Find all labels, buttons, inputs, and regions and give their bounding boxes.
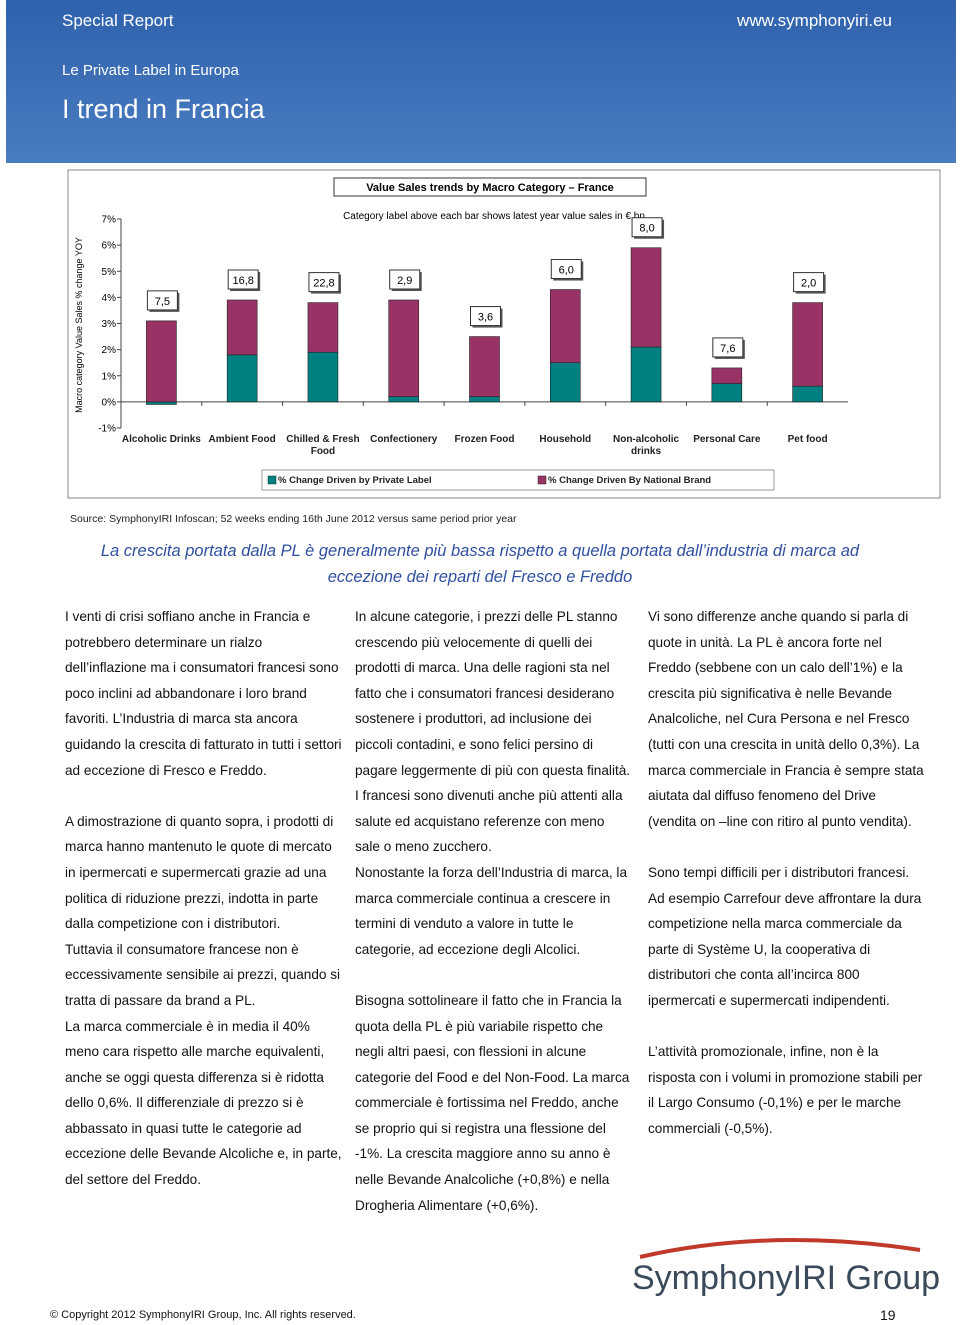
header xyxy=(6,0,956,163)
text-column: Vi sono differenze anche quando si parla… xyxy=(648,604,926,1167)
bar-label: 7,5 xyxy=(155,296,170,308)
bar-label-box xyxy=(712,337,744,358)
x-tick-label: Household xyxy=(539,434,592,445)
y-tick-label: 1% xyxy=(102,371,117,382)
text-block: Bisogna sottolineare il fatto che in Fra… xyxy=(355,988,633,1218)
x-tick-label: Personal Care xyxy=(693,434,761,445)
paragraph: Tuttavia il consumatore francese non è e… xyxy=(65,941,341,1008)
bar-segment xyxy=(549,362,581,403)
x-tick-label: Alcoholic Drinks xyxy=(121,434,201,445)
bar-segment xyxy=(146,401,177,405)
x-tick-label: Chilled & Fresh Food xyxy=(286,434,360,457)
paragraph: Vi sono differenze anche quando si parla… xyxy=(648,609,924,829)
bar-label-box xyxy=(308,272,340,293)
highlight: La crescita portata dalla PL è generalme… xyxy=(100,542,860,586)
legend-label: % Change Driven by Private Label xyxy=(278,475,432,486)
legend-label: % Change Driven By National Brand xyxy=(548,475,711,486)
y-axis-label: Macro category Value Sales % change YOY xyxy=(74,237,84,413)
bar-segment xyxy=(388,396,420,403)
chart: Value Sales trends by Macro Category – F… xyxy=(67,169,941,499)
bar-label-box xyxy=(470,306,501,327)
y-tick-label: 2% xyxy=(102,345,117,356)
subtitle: Le Private Label in Europa xyxy=(62,62,239,79)
bar-segment xyxy=(226,354,258,403)
bar-segment xyxy=(792,385,823,403)
bar-label: 16,8 xyxy=(232,275,253,287)
paragraph: La marca commerciale è in media il 40% m… xyxy=(65,1018,342,1188)
bar-label-box xyxy=(146,290,178,311)
paragraph: I venti di crisi soffiano anche in Franc… xyxy=(65,609,342,778)
bar-label-box xyxy=(389,269,421,290)
bar-segment xyxy=(388,299,420,397)
x-tick-label: Frozen Food xyxy=(454,434,515,445)
bar-segment xyxy=(549,289,581,363)
bar-label-box xyxy=(227,269,259,290)
legend-swatch xyxy=(537,475,547,485)
copyright: © Copyright 2012 SymphonyIRI Group, Inc.… xyxy=(50,1309,356,1321)
bar-label-box xyxy=(550,259,582,280)
paragraph: In alcune categorie, i prezzi delle PL s… xyxy=(355,609,631,778)
chart-title-box xyxy=(333,177,647,197)
section: Special Report xyxy=(62,11,174,30)
bar-segment xyxy=(711,383,743,403)
bar-label-box xyxy=(631,217,663,238)
chart-subtitle: Category label above each bar shows late… xyxy=(343,211,645,222)
text-block: In alcune categorie, i prezzi delle PL s… xyxy=(355,604,633,962)
paragraph: A dimostrazione di quanto sopra, i prodo… xyxy=(65,813,334,932)
y-tick-label: 6% xyxy=(102,241,117,252)
bar-label: 2,9 xyxy=(397,275,412,287)
legend-swatch xyxy=(267,475,277,485)
bar-segment xyxy=(630,346,662,403)
bar-segment xyxy=(792,302,823,387)
bar-label: 3,6 xyxy=(478,312,493,324)
text-column: I venti di crisi soffiano anche in Franc… xyxy=(65,604,343,1218)
logo: SymphonyIRI Group xyxy=(632,1259,940,1297)
logo-mark: SymphonyIRI Group xyxy=(632,1238,940,1297)
bar-segment xyxy=(711,367,743,384)
source: Source: SymphonyIRI Infoscan; 52 weeks e… xyxy=(70,513,517,525)
paragraph: L’attività promozionale, infine, non è l… xyxy=(648,1044,923,1136)
bar-segment xyxy=(469,396,500,403)
text-block: Vi sono differenze anche quando si parla… xyxy=(648,604,926,834)
text-column: In alcune categorie, i prezzi delle PL s… xyxy=(355,604,633,1244)
bar-segment xyxy=(307,351,339,403)
bar-segment xyxy=(469,336,500,397)
paragraph: I francesi sono divenuti anche più atten… xyxy=(355,788,623,855)
bar-label: 7,6 xyxy=(720,343,735,355)
bar-segment xyxy=(307,302,339,353)
bar-segment xyxy=(226,299,258,356)
chart-title: Value Sales trends by Macro Category – F… xyxy=(366,182,614,194)
legend-frame xyxy=(261,469,775,491)
x-tick-label: Non-alcoholic drinks xyxy=(612,434,680,457)
text-block: I venti di crisi soffiano anche in Franc… xyxy=(65,604,343,783)
y-tick-label: 5% xyxy=(102,267,117,278)
y-tick-label: 7% xyxy=(102,215,117,226)
title: I trend in Francia xyxy=(62,94,265,124)
paragraph: Bisogna sottolineare il fatto che in Fra… xyxy=(355,992,630,1213)
paragraph: Sono tempi difficili per i distributori … xyxy=(648,864,922,1008)
bar-label: 8,0 xyxy=(639,223,654,235)
bar-label: 22,8 xyxy=(313,278,334,290)
page-number: 19 xyxy=(880,1307,896,1323)
bar-segment xyxy=(146,320,177,403)
logo-swoosh xyxy=(639,1238,921,1259)
y-tick-label: -1% xyxy=(98,424,116,435)
paragraph: Nonostante la forza dell’Industria di ma… xyxy=(355,864,628,957)
y-tick-label: 0% xyxy=(102,397,117,408)
text-block: L’attività promozionale, infine, non è l… xyxy=(648,1039,926,1141)
bar-label: 6,0 xyxy=(559,265,574,277)
bar-segment xyxy=(630,247,662,348)
bar-label: 2,0 xyxy=(801,278,816,290)
bar-label-box xyxy=(793,272,825,293)
x-tick-label: Pet food xyxy=(787,434,828,445)
y-tick-label: 3% xyxy=(102,319,117,330)
url[interactable]: www.symphonyiri.eu xyxy=(737,11,892,30)
x-tick-label: Ambient Food xyxy=(208,434,276,445)
y-tick-label: 4% xyxy=(102,293,117,304)
x-tick-label: Confectionery xyxy=(370,434,438,445)
text-block: A dimostrazione di quanto sopra, i prodo… xyxy=(65,809,343,1193)
text-block: Sono tempi difficili per i distributori … xyxy=(648,860,926,1014)
